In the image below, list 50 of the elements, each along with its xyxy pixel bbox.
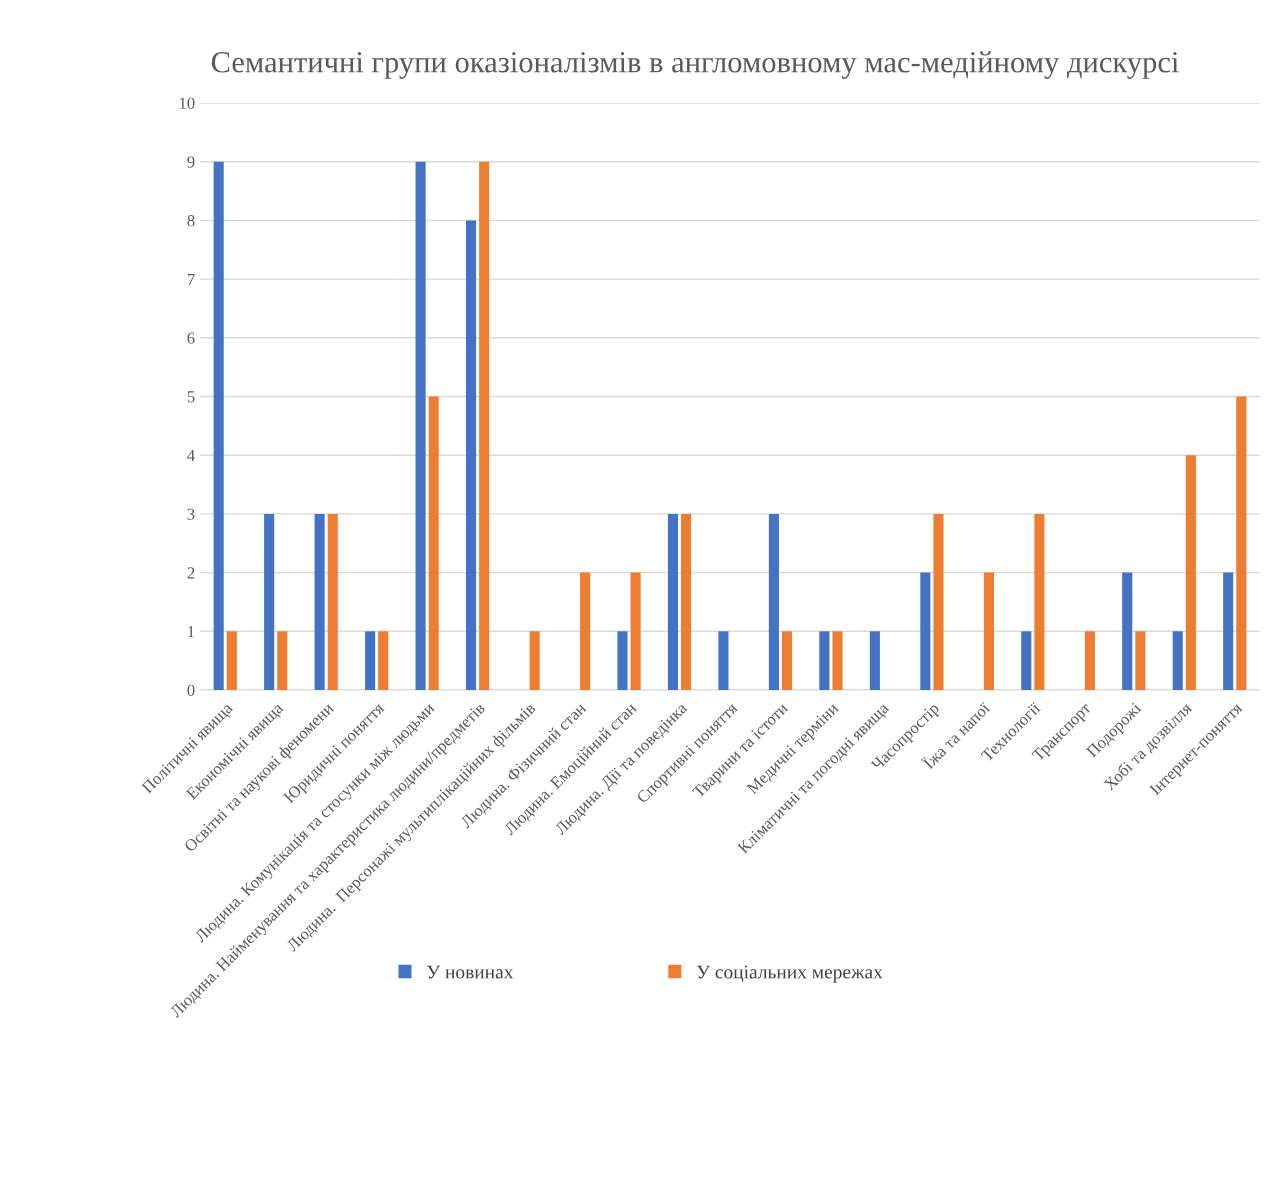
bar xyxy=(1135,631,1146,690)
bar xyxy=(1021,631,1032,690)
bar xyxy=(781,631,793,690)
legend-label: У соціальних мережах xyxy=(696,965,883,983)
bar xyxy=(1185,455,1196,690)
bar xyxy=(1223,572,1234,690)
bar xyxy=(479,161,490,690)
bar xyxy=(580,572,591,690)
bar xyxy=(529,631,540,690)
bar xyxy=(378,631,389,690)
bar xyxy=(869,631,880,690)
bar xyxy=(933,513,944,690)
y-tick-label: 2 xyxy=(187,567,195,579)
bar xyxy=(1236,396,1247,690)
y-tick-label: 0 xyxy=(187,684,195,696)
bar xyxy=(264,513,275,690)
bar xyxy=(428,396,439,690)
y-tick-label: 7 xyxy=(187,273,195,285)
bar xyxy=(415,161,426,690)
legend-label: У новинах xyxy=(426,965,514,979)
y-tick-label: 4 xyxy=(187,450,195,461)
bar xyxy=(667,513,679,690)
bar xyxy=(365,631,376,690)
y-tick-label: 3 xyxy=(187,508,195,520)
bar xyxy=(718,631,729,690)
y-tick-label: 5 xyxy=(187,391,195,403)
bar xyxy=(920,572,931,690)
bar xyxy=(327,513,338,690)
bar xyxy=(314,513,325,690)
bar xyxy=(226,631,237,690)
bar xyxy=(466,220,477,690)
bar xyxy=(832,631,843,690)
bar xyxy=(277,631,288,690)
y-tick-label: 1 xyxy=(188,626,195,638)
bar xyxy=(983,572,994,690)
y-tick-label: 6 xyxy=(187,332,195,344)
bar xyxy=(1084,631,1095,690)
y-tick-label: 10 xyxy=(179,97,195,109)
bar xyxy=(1034,513,1045,690)
bar xyxy=(213,161,224,690)
bar xyxy=(630,572,641,690)
bar xyxy=(681,513,692,690)
chart-title: Семантичні групи оказіоналізмів в англомовному мас-медійному дискурсі xyxy=(211,51,1179,79)
y-tick-label: 8 xyxy=(187,215,195,227)
bar xyxy=(1122,572,1133,690)
bar xyxy=(819,631,830,690)
bar xyxy=(617,631,628,690)
bar xyxy=(768,513,779,690)
y-tick-label: 9 xyxy=(187,156,195,168)
bar xyxy=(1172,631,1183,690)
